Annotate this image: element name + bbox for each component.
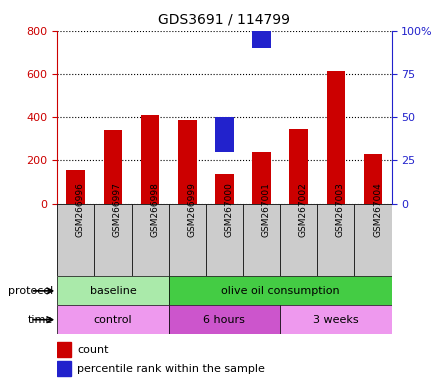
Text: GSM267003: GSM267003: [336, 182, 345, 237]
Bar: [355, 204, 392, 276]
Bar: [215, 174, 234, 204]
Bar: [215, 117, 234, 152]
Bar: [66, 170, 85, 204]
Bar: [57, 204, 392, 276]
Bar: [169, 305, 280, 334]
Text: 6 hours: 6 hours: [203, 314, 246, 325]
Bar: [57, 305, 169, 334]
Bar: [104, 130, 122, 204]
Bar: [141, 115, 159, 204]
Text: GSM266996: GSM266996: [76, 182, 85, 237]
Text: olive oil consumption: olive oil consumption: [221, 286, 339, 296]
Text: GSM267002: GSM267002: [299, 182, 308, 237]
Text: GSM267001: GSM267001: [261, 182, 271, 237]
Bar: [66, 0, 85, 13]
Bar: [169, 276, 392, 305]
Text: GSM267004: GSM267004: [373, 182, 382, 237]
Bar: [206, 204, 243, 276]
Text: count: count: [77, 345, 109, 355]
Bar: [132, 204, 169, 276]
Bar: [57, 276, 169, 305]
Bar: [57, 342, 70, 357]
Text: GSM267000: GSM267000: [224, 182, 233, 237]
Bar: [280, 204, 317, 276]
Text: GSM266999: GSM266999: [187, 182, 196, 237]
Text: protocol: protocol: [7, 286, 53, 296]
Text: 3 weeks: 3 weeks: [313, 314, 359, 325]
Text: baseline: baseline: [90, 286, 136, 296]
Text: percentile rank within the sample: percentile rank within the sample: [77, 364, 265, 374]
Bar: [364, 0, 382, 13]
Bar: [252, 13, 271, 48]
Text: GSM266997: GSM266997: [113, 182, 122, 237]
Bar: [94, 204, 132, 276]
Bar: [317, 204, 355, 276]
Bar: [252, 152, 271, 204]
Bar: [178, 120, 197, 204]
Text: time: time: [28, 314, 53, 325]
Bar: [243, 204, 280, 276]
Bar: [57, 361, 70, 376]
Text: control: control: [94, 314, 132, 325]
Text: GSM266998: GSM266998: [150, 182, 159, 237]
Bar: [290, 129, 308, 204]
Bar: [280, 305, 392, 334]
Bar: [364, 154, 382, 204]
Bar: [57, 204, 94, 276]
Title: GDS3691 / 114799: GDS3691 / 114799: [158, 13, 290, 27]
Bar: [169, 204, 206, 276]
Bar: [326, 71, 345, 204]
